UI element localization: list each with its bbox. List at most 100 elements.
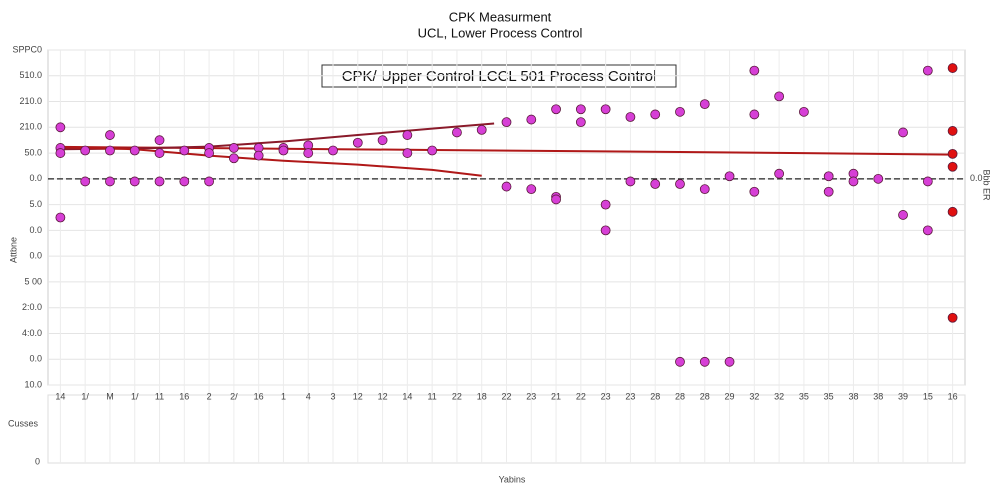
y-tick-label: 0.0: [29, 354, 42, 364]
x-tick-label: 16: [254, 391, 264, 401]
data-point: [749, 65, 760, 76]
x-tick-label: 3: [331, 391, 336, 401]
data-point: [675, 179, 685, 189]
data-point: [105, 130, 115, 140]
data-point: [129, 176, 140, 187]
data-point: [204, 148, 214, 158]
right-tick-label: 0.0: [970, 173, 983, 183]
data-point: [699, 184, 710, 195]
x-tick-label: 18: [477, 391, 487, 401]
x-tick-label: 15: [923, 391, 933, 401]
data-point: [501, 117, 512, 128]
data-point: [402, 130, 413, 140]
data-point: [823, 186, 834, 197]
x-tick-label: 22: [501, 391, 511, 401]
data-point: [799, 106, 809, 117]
chart-subtitle: UCL, Lower Process Control: [418, 25, 583, 40]
y-tick-label: 0.0: [29, 251, 42, 261]
x-tick-label: 28: [650, 391, 660, 401]
data-point: [80, 145, 91, 156]
data-point: [55, 122, 66, 133]
x-tick-label: 39: [898, 391, 908, 401]
x-tick-label: 22: [576, 391, 586, 401]
x-tick-label: 38: [848, 391, 858, 401]
y-axis-label: Attbne: [8, 237, 18, 263]
y-tick-label: 4:0.0: [22, 328, 42, 338]
x-tick-label: 23: [526, 391, 536, 401]
data-point: [898, 127, 908, 138]
y2-axis-label: Bbb ER: [982, 169, 992, 201]
data-point: [154, 148, 165, 158]
x-tick-label: M: [106, 391, 114, 401]
data-point: [179, 176, 190, 187]
data-point: [823, 171, 834, 182]
data-point: [80, 176, 91, 187]
data-point: [105, 176, 115, 187]
data-point: [699, 99, 710, 110]
data-point: [947, 206, 958, 217]
data-point: [922, 65, 933, 76]
x-tick-label: 29: [725, 391, 735, 401]
x-tick-label: 35: [799, 391, 809, 401]
x-tick-label: 12: [353, 391, 363, 401]
data-point: [105, 145, 115, 156]
y-tick-label: 210.0: [19, 122, 42, 132]
data-point: [947, 126, 958, 136]
data-point: [352, 137, 363, 148]
data-point: [55, 148, 66, 158]
x-tick-label: 21: [551, 391, 561, 401]
data-point: [625, 176, 636, 187]
x-axis-label: Yabins: [499, 474, 526, 484]
data-point: [402, 148, 413, 158]
data-point: [947, 63, 958, 73]
data-point: [922, 176, 933, 187]
data-point: [947, 312, 958, 323]
data-point: [303, 148, 314, 158]
data-point: [253, 150, 264, 161]
data-point: [551, 104, 561, 115]
data-point: [179, 145, 190, 156]
data-point: [625, 112, 636, 122]
y-tick-label: 510.0: [19, 70, 42, 80]
data-point: [724, 356, 735, 367]
data-point: [774, 91, 785, 102]
x-tick-label: 4: [306, 391, 311, 401]
data-point: [600, 225, 611, 236]
y-tick-label: 10.0: [24, 379, 42, 389]
x-tick-label: 23: [625, 391, 635, 401]
data-point: [526, 184, 537, 195]
data-point: [377, 135, 388, 146]
x-tick-label: 16: [179, 391, 189, 401]
data-point: [328, 145, 338, 156]
x-tick-label: 1/: [81, 391, 89, 401]
data-point: [575, 117, 586, 128]
data-point: [600, 199, 611, 210]
data-point: [922, 225, 933, 236]
data-point: [129, 145, 140, 156]
data-point: [55, 212, 66, 223]
data-point: [898, 210, 908, 220]
y-tick-label: 0.0: [29, 225, 42, 235]
x-tick-label: 35: [824, 391, 834, 401]
y-tick-label: 50.0: [24, 147, 42, 157]
data-point: [650, 109, 661, 120]
x-tick-label: 2: [207, 391, 212, 401]
data-point: [675, 106, 685, 117]
x-tick-label: 1: [281, 391, 286, 401]
x-tick-label: 32: [774, 391, 784, 401]
data-point: [675, 356, 685, 367]
x-tick-label: 32: [749, 391, 759, 401]
data-point: [526, 114, 537, 125]
x-tick-label: 28: [675, 391, 685, 401]
data-point: [204, 176, 214, 187]
data-point: [947, 161, 958, 172]
x-tick-label: 38: [873, 391, 883, 401]
x-tick-label: 22: [452, 391, 462, 401]
y-tick-label: 5 00: [24, 276, 42, 286]
x-tick-label: 11: [427, 391, 436, 401]
x-tick-label: 2/: [230, 391, 238, 401]
x-tick-label: 16: [948, 391, 958, 401]
data-point: [650, 179, 661, 189]
lower-panel-label: Cusses: [8, 418, 39, 428]
